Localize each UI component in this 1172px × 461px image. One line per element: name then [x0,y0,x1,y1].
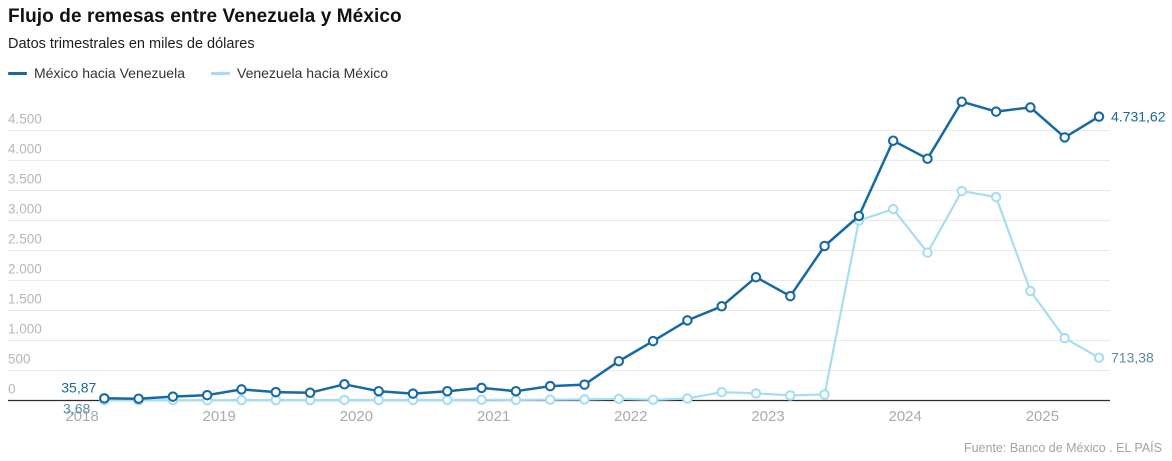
x-tick-label: 2022 [614,408,647,425]
data-point-marker [990,106,1002,117]
data-point-marker [682,315,693,326]
data-point-marker [682,393,693,404]
data-point-marker [476,382,487,394]
legend-label: Venezuela hacia México [237,65,388,81]
data-point-marker [956,185,968,197]
chart-title: Flujo de remesas entre Venezuela y Méxic… [8,6,402,27]
annotation-value-label: 3,68 [63,400,90,416]
annotation-value-label: 35,87 [61,379,96,395]
data-point-marker [785,390,796,401]
data-point-marker [339,394,350,406]
data-point-marker [201,389,213,401]
x-tick-label: 2025 [1026,408,1059,425]
data-point-marker [613,393,625,405]
data-point-marker [922,247,933,258]
data-point-marker [442,394,453,406]
data-point-marker [510,385,522,397]
data-point-marker [1093,352,1105,363]
data-point-marker [613,355,625,367]
data-point-marker [647,394,659,406]
data-point-marker [373,385,384,397]
x-tick-label: 2020 [340,408,373,425]
data-point-marker [1059,132,1070,143]
source-credit: Fuente: Banco de México . EL PAÍS [963,441,1162,455]
data-point-marker [236,394,247,406]
annotation-value-label: 4.731,62 [1111,109,1166,125]
data-point-marker [442,385,453,397]
data-point-marker [270,386,282,398]
data-point-marker [579,379,590,390]
data-point-marker [1093,111,1105,122]
data-point-marker [990,191,1002,203]
data-point-marker [785,290,796,302]
x-tick-label: 2019 [203,408,236,425]
y-tick-label: 4.000 [8,142,42,157]
data-point-marker [716,301,727,312]
data-point-marker [1059,332,1070,344]
x-tick-label: 2018 [65,408,98,425]
data-point-marker [339,379,350,390]
data-point-marker [819,240,830,252]
data-point-marker [236,384,247,395]
data-point-marker [544,394,556,405]
y-tick-label: 4.500 [8,112,42,127]
data-point-marker [853,210,865,222]
series-line-venezuela-to-mexico [104,190,1100,402]
data-point-marker [544,380,556,392]
data-point-marker [304,387,316,398]
chart-subtitle: Datos trimestrales en miles de dólares [8,36,255,52]
data-point-marker [1025,102,1036,113]
x-tick-label: 2023 [751,408,784,425]
data-point-marker [476,394,487,406]
data-point-marker [750,271,762,283]
data-point-marker [407,388,419,399]
data-point-marker [819,389,830,400]
y-tick-label: 3.500 [8,172,42,187]
data-point-marker [647,335,659,347]
annotation-value-label: 713,38 [1111,350,1154,366]
data-point-marker [167,391,179,402]
y-tick-label: 500 [8,352,31,367]
y-tick-label: 2.500 [8,232,42,247]
y-tick-label: 1.000 [8,322,42,337]
legend-item-venezuela-to-mexico: Venezuela hacia México [211,65,388,81]
x-tick-label: 2024 [889,408,922,425]
y-tick-label: 0 [8,382,16,397]
data-point-marker [716,386,727,398]
data-point-marker [887,203,899,215]
legend-swatch-dark-line [8,71,27,75]
y-tick-label: 2.000 [8,262,42,277]
data-point-marker [373,394,384,406]
data-point-marker [99,393,110,404]
data-point-marker [750,388,762,399]
data-point-marker [579,394,590,405]
x-tick-label: 2021 [477,408,510,425]
legend-item-mexico-to-venezuela: México hacia Venezuela [8,65,185,81]
legend-label: México hacia Venezuela [34,65,185,81]
legend-swatch-light-line [211,71,230,75]
data-point-marker [922,153,933,164]
data-point-marker [133,393,144,404]
data-point-marker [956,96,968,107]
data-point-marker [887,135,899,146]
data-point-marker [510,394,522,406]
y-tick-label: 1.500 [8,292,42,307]
series-line-mexico-to-venezuela [104,100,1100,400]
y-tick-label: 3.000 [8,202,42,217]
chart-legend: México hacia Venezuela Venezuela hacia M… [8,65,388,81]
chart-header: Flujo de remesas entre Venezuela y Méxic… [8,6,402,52]
data-point-marker [1025,285,1036,297]
